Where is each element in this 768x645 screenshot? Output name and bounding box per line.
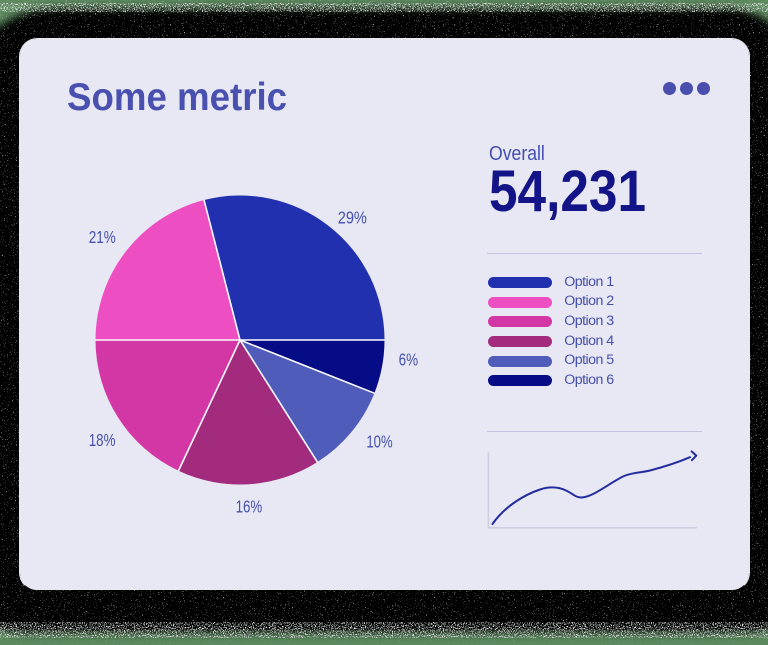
svg-text:6%: 6% [399, 351, 418, 370]
svg-text:18%: 18% [89, 431, 116, 450]
svg-text:21%: 21% [89, 228, 116, 247]
svg-text:10%: 10% [366, 432, 392, 451]
svg-text:16%: 16% [236, 498, 263, 517]
svg-text:29%: 29% [338, 208, 367, 228]
